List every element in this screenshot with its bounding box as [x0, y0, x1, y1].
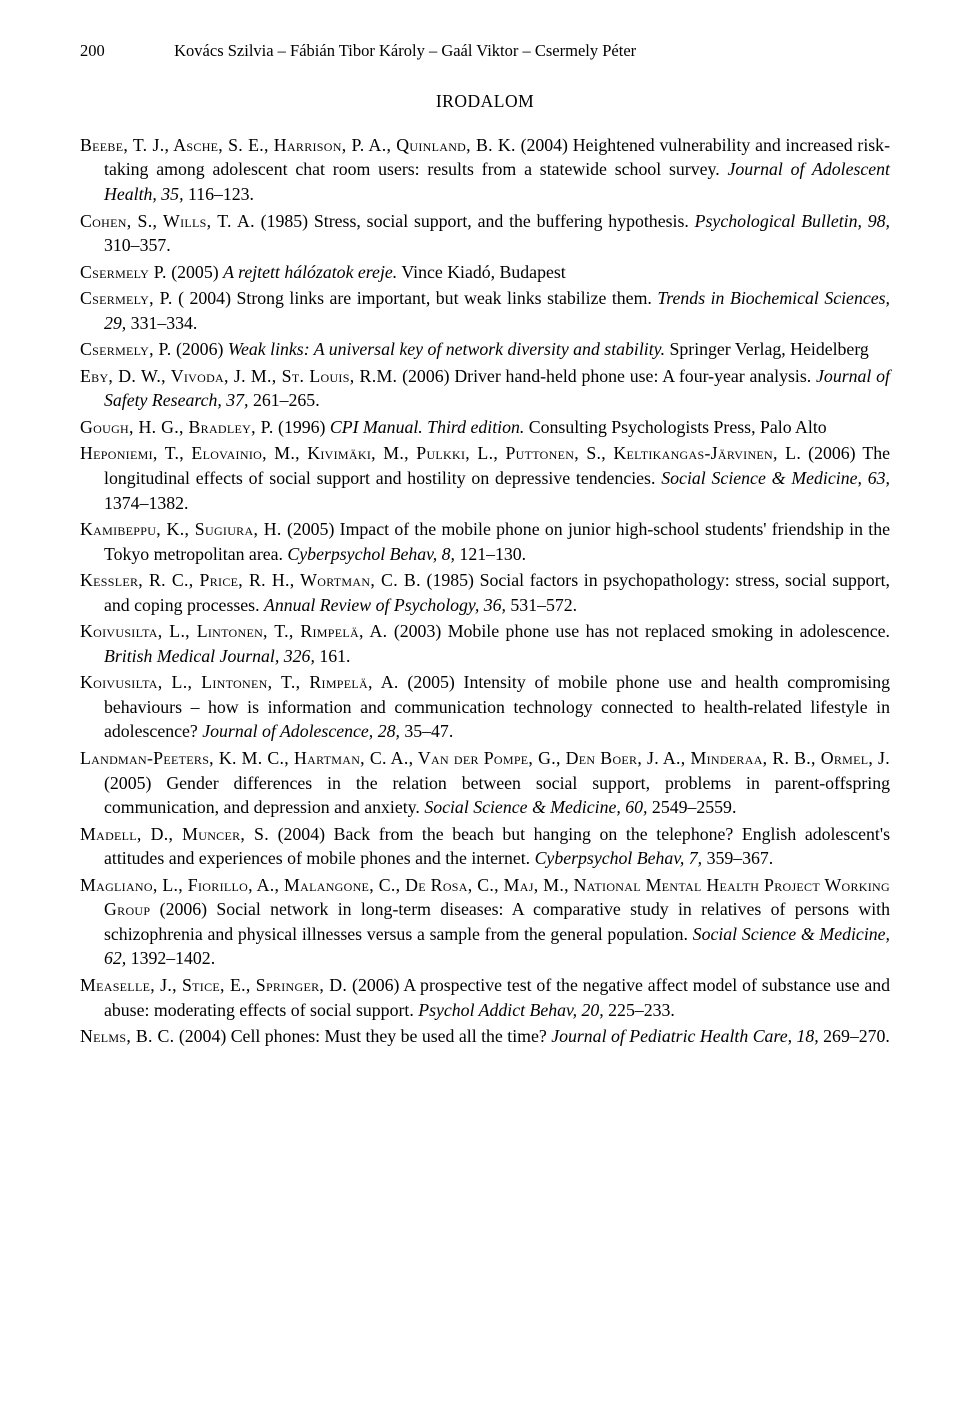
ref-authors: Kessler, R. C., Price, R. H., Wortman, C…	[80, 570, 421, 590]
reference-item: Csermely P. (2005) A rejtett hálózatok e…	[80, 260, 890, 285]
ref-pages: 331–334.	[126, 313, 197, 333]
ref-authors: Eby, D. W., Vivoda, J. M., St. Louis, R.…	[80, 366, 397, 386]
ref-authors: Beebe, T. J., Asche, S. E., Harrison, P.…	[80, 135, 516, 155]
ref-authors: Koivusilta, L., Lintonen, T., Rimpelä, A…	[80, 621, 387, 641]
reference-item: Koivusilta, L., Lintonen, T., Rimpelä, A…	[80, 619, 890, 668]
ref-journal: Cyberpsychol Behav, 8,	[287, 544, 455, 564]
ref-text: (2005)	[167, 262, 223, 282]
reference-item: Kamibeppu, K., Sugiura, H. (2005) Impact…	[80, 517, 890, 566]
ref-authors: Cohen, S., Wills, T. A.	[80, 211, 255, 231]
ref-text: (2004) Cell phones: Must they be used al…	[174, 1026, 551, 1046]
ref-text: (1996)	[274, 417, 330, 437]
ref-journal: Psychological Bulletin, 98,	[695, 211, 890, 231]
ref-authors: Csermely, P.	[80, 339, 172, 359]
ref-text: (2003) Mobile phone use has not replaced…	[387, 621, 890, 641]
ref-journal: Social Science & Medicine, 63,	[661, 468, 890, 488]
ref-journal: Journal of Adolescence, 28,	[202, 721, 400, 741]
ref-journal: Psychol Addict Behav, 20,	[418, 1000, 604, 1020]
ref-authors: Gough, H. G., Bradley, P.	[80, 417, 274, 437]
ref-pages: 531–572.	[506, 595, 577, 615]
reference-item: Csermely, P. ( 2004) Strong links are im…	[80, 286, 890, 335]
ref-pages: 121–130.	[455, 544, 526, 564]
ref-authors: Landman-Peeters, K. M. C., Hartman, C. A…	[80, 748, 890, 768]
page: 200 Kovács Szilvia – Fábián Tibor Károly…	[0, 0, 960, 1405]
page-header: 200 Kovács Szilvia – Fábián Tibor Károly…	[80, 40, 890, 63]
ref-journal: Social Science & Medicine, 60,	[424, 797, 647, 817]
ref-text: ( 2004) Strong links are important, but …	[173, 288, 658, 308]
reference-item: Cohen, S., Wills, T. A. (1985) Stress, s…	[80, 209, 890, 258]
ref-text: (2006) Driver hand-held phone use: A fou…	[397, 366, 816, 386]
ref-pages: 225–233.	[604, 1000, 675, 1020]
ref-authors: Measelle, J., Stice, E., Springer, D.	[80, 975, 347, 995]
reference-item: Beebe, T. J., Asche, S. E., Harrison, P.…	[80, 133, 890, 207]
reference-item: Landman-Peeters, K. M. C., Hartman, C. A…	[80, 746, 890, 820]
reference-item: Measelle, J., Stice, E., Springer, D. (2…	[80, 973, 890, 1022]
ref-authors: Csermely P.	[80, 262, 167, 282]
ref-publisher: Springer Verlag, Heidelberg	[665, 339, 869, 359]
reference-item: Csermely, P. (2006) Weak links: A univer…	[80, 337, 890, 362]
ref-authors: Csermely, P.	[80, 288, 173, 308]
ref-publisher: Consulting Psychologists Press, Palo Alt…	[524, 417, 826, 437]
ref-journal: Annual Review of Psychology, 36,	[264, 595, 506, 615]
reference-item: Gough, H. G., Bradley, P. (1996) CPI Man…	[80, 415, 890, 440]
ref-pages: 161.	[315, 646, 351, 666]
ref-pages: 1374–1382.	[104, 493, 188, 513]
running-head: Kovács Szilvia – Fábián Tibor Károly – G…	[174, 41, 636, 60]
ref-text: (2006)	[172, 339, 228, 359]
ref-pages: 2549–2559.	[647, 797, 736, 817]
ref-text: (1985) Stress, social support, and the b…	[255, 211, 695, 231]
reference-item: Koivusilta, L., Lintonen, T., Rimpelä, A…	[80, 670, 890, 744]
reference-item: Heponiemi, T., Elovainio, M., Kivimäki, …	[80, 441, 890, 515]
reference-item: Magliano, L., Fiorillo, A., Malangone, C…	[80, 873, 890, 971]
section-title: IRODALOM	[80, 89, 890, 113]
ref-authors: Koivusilta, L., Lintonen, T., Rimpelä, A…	[80, 672, 399, 692]
ref-pages: 261–265.	[249, 390, 320, 410]
page-number: 200	[80, 40, 170, 63]
reference-item: Madell, D., Muncer, S. (2004) Back from …	[80, 822, 890, 871]
ref-pages: 1392–1402.	[126, 948, 215, 968]
ref-authors: Nelms, B. C.	[80, 1026, 174, 1046]
ref-authors: Madell, D., Muncer, S.	[80, 824, 269, 844]
ref-journal: Journal of Pediatric Health Care, 18,	[551, 1026, 819, 1046]
reference-item: Nelms, B. C. (2004) Cell phones: Must th…	[80, 1024, 890, 1049]
ref-pages: 310–357.	[104, 235, 171, 255]
ref-pages: 116–123.	[184, 184, 254, 204]
ref-title: CPI Manual. Third edition.	[330, 417, 524, 437]
ref-journal: British Medical Journal, 326,	[104, 646, 315, 666]
ref-title: Weak links: A universal key of network d…	[228, 339, 665, 359]
ref-publisher: Vince Kiadó, Budapest	[397, 262, 565, 282]
ref-authors: Heponiemi, T., Elovainio, M., Kivimäki, …	[80, 443, 801, 463]
ref-authors: Kamibeppu, K., Sugiura, H.	[80, 519, 282, 539]
ref-pages: 269–270.	[819, 1026, 890, 1046]
ref-pages: 359–367.	[702, 848, 773, 868]
ref-journal: Cyberpsychol Behav, 7,	[535, 848, 703, 868]
ref-pages: 35–47.	[400, 721, 453, 741]
reference-item: Kessler, R. C., Price, R. H., Wortman, C…	[80, 568, 890, 617]
ref-title: A rejtett hálózatok ereje.	[223, 262, 397, 282]
reference-item: Eby, D. W., Vivoda, J. M., St. Louis, R.…	[80, 364, 890, 413]
